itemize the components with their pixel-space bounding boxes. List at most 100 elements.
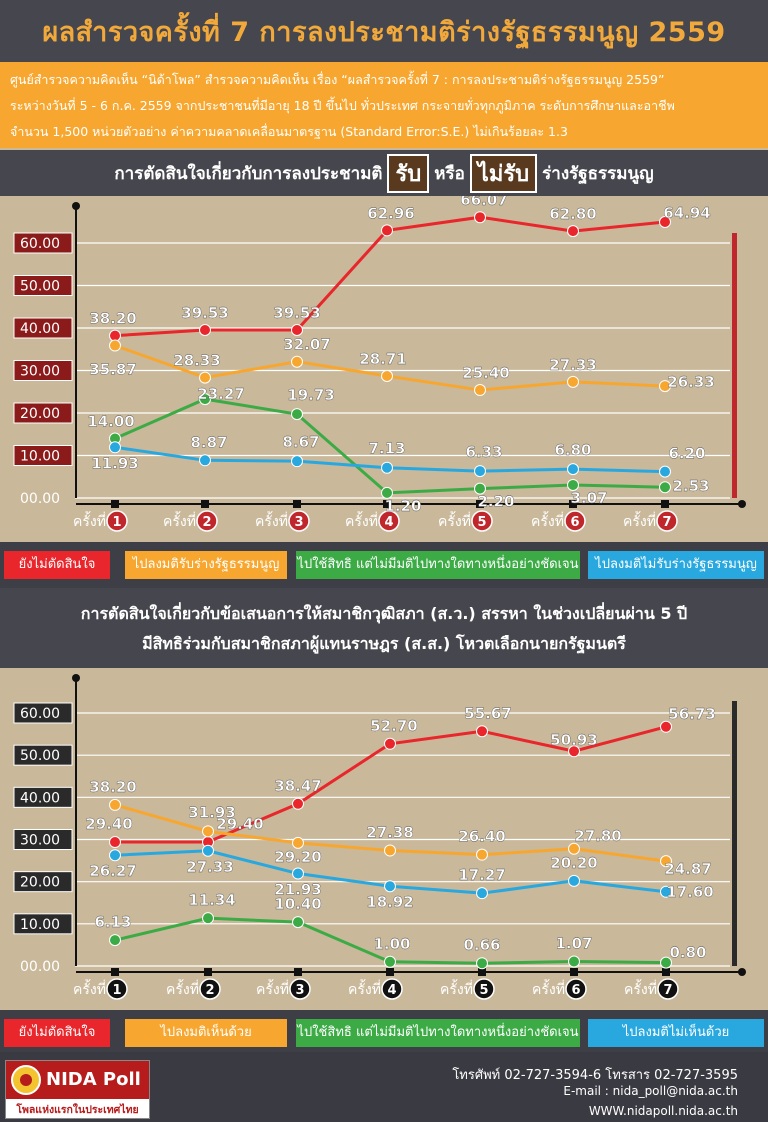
- data-label: 19.73: [287, 386, 334, 404]
- data-point: [381, 369, 393, 382]
- x-tick-prefix: ครั้งที่: [256, 979, 289, 998]
- right-accent-bar: [732, 701, 737, 966]
- x-axis-end-dot: [738, 500, 746, 508]
- data-point: [202, 912, 214, 925]
- data-point: [292, 867, 304, 880]
- data-label: 39.53: [273, 304, 320, 322]
- y-tick-box: [13, 402, 73, 424]
- x-tick-prefix: ครั้งที่: [163, 511, 196, 530]
- section1-box-accept: รับ: [387, 153, 430, 193]
- data-point: [199, 323, 211, 336]
- x-tick-label: 6: [571, 983, 580, 998]
- y-tick-label: 20.00: [20, 875, 60, 891]
- data-label: 62.96: [367, 204, 414, 222]
- nida-emblem-icon: [11, 1065, 41, 1095]
- data-label: 6.33: [465, 443, 502, 461]
- data-point: [381, 224, 393, 237]
- data-label: 25.40: [462, 364, 509, 382]
- x-tick-label: 4: [384, 515, 393, 530]
- logo-tagline: โพลแห่งแรกในประเทศไทย: [16, 1104, 139, 1116]
- data-label: 24.87: [664, 860, 711, 878]
- data-point: [476, 725, 488, 738]
- y-tick-box: [13, 786, 73, 808]
- data-label: 38.47: [274, 777, 321, 795]
- y-tick-label: 50.00: [20, 748, 60, 764]
- data-point: [199, 454, 211, 467]
- y-tick-label: 60.00: [20, 706, 60, 722]
- x-tick-marker: [204, 968, 212, 976]
- data-point: [109, 849, 121, 862]
- x-tick-badge: [196, 510, 218, 532]
- data-point: [660, 885, 672, 898]
- x-tick-label: 5: [477, 515, 486, 530]
- section1-title-post: ร่างรัฐธรรมนูญ: [542, 163, 654, 184]
- x-tick-label: 2: [205, 983, 214, 998]
- data-label: 27.33: [549, 356, 596, 374]
- x-tick-marker: [476, 500, 484, 508]
- x-tick-badge: [656, 510, 678, 532]
- data-point: [660, 855, 672, 868]
- intro-line-2: ระหว่างวันที่ 5 - 6 ก.ค. 2559 จากประชาชน…: [10, 98, 675, 113]
- y-tick-label: 30.00: [20, 364, 60, 380]
- x-tick-label: 2: [202, 515, 211, 530]
- data-point: [109, 339, 121, 352]
- x-tick-label: 3: [294, 515, 303, 530]
- x-tick-badge: [471, 510, 493, 532]
- data-point: [567, 225, 579, 238]
- y-tick-label: 20.00: [20, 406, 60, 422]
- intro-line-3: จำนวน 1,500 หน่วยตัวอย่าง ค่าความคลาดเคล…: [10, 124, 568, 139]
- x-tick-marker: [569, 500, 577, 508]
- legend-item: ไปลงมติไม่รับร่างรัฐธรรมนูญ: [588, 551, 764, 579]
- data-point: [659, 216, 671, 229]
- data-label: 29.20: [274, 848, 321, 866]
- intro-box: ศูนย์สำรวจความคิดเห็น “นิด้าโพล” สำรวจคว…: [0, 62, 768, 148]
- data-point: [660, 720, 672, 733]
- data-label: 14.00: [87, 413, 134, 431]
- data-point: [291, 323, 303, 336]
- data-point: [659, 481, 671, 494]
- data-label: 6.20: [668, 445, 705, 463]
- data-point: [384, 880, 396, 893]
- data-label: 0.80: [669, 944, 706, 962]
- data-point: [384, 955, 396, 968]
- section1-title-mid: หรือ: [434, 163, 465, 184]
- data-label: 26.40: [458, 828, 505, 846]
- data-label: 38.20: [89, 778, 136, 796]
- y-tick-box: [13, 871, 73, 893]
- x-tick-badge: [473, 978, 495, 1000]
- data-label: 32.07: [283, 336, 330, 354]
- data-label: 8.87: [190, 433, 227, 451]
- data-point: [474, 482, 486, 495]
- legend-item: ไปใช้สิทธิ แต่ไม่มีมติไปทางใดทางหนึ่งอย่…: [296, 1019, 580, 1047]
- section1-title-bar: การตัดสินใจเกี่ยวกับการลงประชามติ รับ หร…: [0, 150, 768, 196]
- contact-website[interactable]: WWW.nidapoll.nida.ac.th: [588, 1104, 738, 1118]
- y-tick-box: [13, 744, 73, 766]
- x-tick-badge: [381, 978, 403, 1000]
- x-tick-marker: [201, 500, 209, 508]
- x-tick-label: 3: [295, 983, 304, 998]
- y-tick-label: 40.00: [20, 321, 60, 337]
- data-label: 17.27: [458, 866, 505, 884]
- data-point: [109, 798, 121, 811]
- data-point: [474, 211, 486, 224]
- data-label: 18.92: [366, 893, 413, 911]
- x-tick-prefix: ครั้งที่: [531, 511, 564, 530]
- y-tick-label: 30.00: [20, 833, 60, 849]
- x-tick-marker: [111, 968, 119, 976]
- data-point: [476, 887, 488, 900]
- legend-item: ไปลงมติไม่เห็นด้วย: [588, 1019, 764, 1047]
- x-tick-prefix: ครั้งที่: [255, 511, 288, 530]
- contact-email: E-mail : nida_poll@nida.ac.th: [563, 1084, 738, 1098]
- y-axis-end-dot: [72, 674, 80, 682]
- header-bar: ผลสำรวจครั้งที่ 7 การลงประชามติร่างรัฐธร…: [0, 0, 768, 62]
- y-tick-box: [13, 445, 73, 466]
- data-label: 0.66: [463, 936, 500, 954]
- data-label: 50.93: [550, 731, 597, 749]
- data-point: [660, 956, 672, 969]
- x-tick-prefix: ครั้งที่: [73, 511, 106, 530]
- data-label: 1.20: [384, 497, 421, 515]
- page-title: ผลสำรวจครั้งที่ 7 การลงประชามติร่างรัฐธร…: [42, 17, 726, 48]
- x-tick-marker: [478, 968, 486, 976]
- data-point: [109, 441, 121, 454]
- data-label: 27.38: [366, 824, 413, 842]
